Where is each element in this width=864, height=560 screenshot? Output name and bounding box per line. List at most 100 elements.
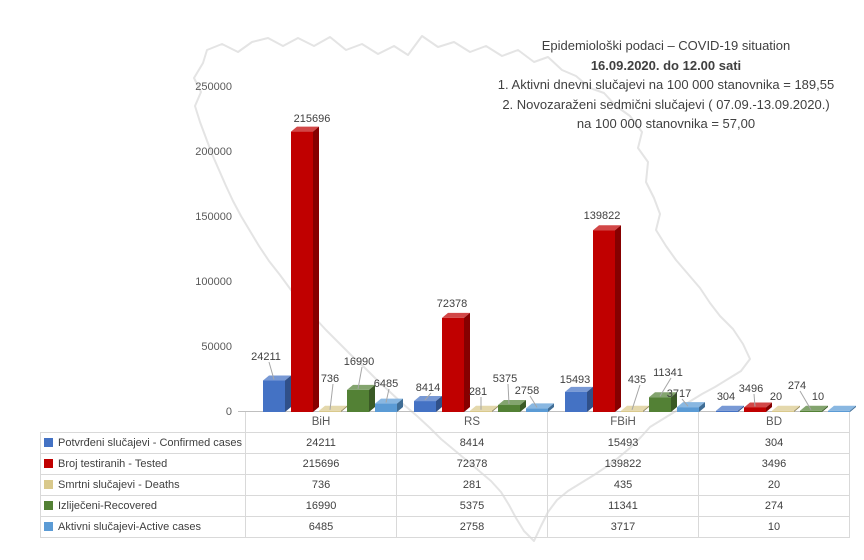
bar-bd-s1: [744, 407, 766, 412]
data-label-leader-line: [385, 388, 390, 403]
table-row-tested: Broj testiranih - Tested 215696 72378 13…: [39, 453, 851, 475]
cell-deaths-rs: 281: [396, 474, 549, 496]
confirmed-legend-swatch: [44, 438, 53, 447]
table-row-confirmed: Potvrđeni slučajevi - Confirmed cases 24…: [39, 432, 851, 454]
cell-deaths-bd: 20: [698, 474, 851, 496]
bar-rs-s4: [526, 408, 548, 412]
table-corner-blank: [40, 412, 247, 433]
data-label-bih-s0: 24211: [251, 351, 281, 363]
cell-recovered-bd: 274: [698, 495, 851, 517]
data-label-fbih-s1: 139822: [584, 210, 621, 222]
cell-recovered-rs: 5375: [396, 495, 549, 517]
chart-note-weekly-rate-cont: na 100 000 stanovnika = 57,00: [576, 116, 756, 131]
y-axis-tick-label: 150000: [195, 211, 232, 223]
bar-bih-s2-side: [341, 405, 347, 412]
chart-note-active-rate: 1. Aktivni dnevni slučajevi na 100 000 s…: [497, 77, 835, 92]
series-label-cell: Smrtni slučajevi - Deaths: [39, 474, 247, 496]
series-label: Potvrđeni slučajevi - Confirmed cases: [58, 437, 243, 449]
chart-subtitle-date: 16.09.2020. do 12.00 sati: [590, 57, 742, 73]
data-label-leader-line: [659, 377, 672, 397]
data-label-leader-line: [799, 390, 812, 411]
chart-note-weekly-rate: 2. Novozaraženi sedmični slučajevi ( 07.…: [502, 96, 830, 112]
bar-fbih-s2-side: [643, 405, 649, 412]
category-header-bih: BiH: [245, 412, 398, 433]
bar-rs-s3-side: [520, 400, 526, 412]
bar-rs-s3-top: [498, 400, 526, 406]
bar-rs-s2: [470, 410, 492, 412]
table-header-row: BiH RS FBiH BD: [40, 412, 851, 433]
data-label-rs-s2: 281: [469, 386, 487, 398]
cell-active-bd: 10: [698, 516, 851, 538]
bar-bih-s4: [375, 403, 397, 412]
bar-rs-s0-top: [414, 396, 442, 402]
y-axis-tick-label: 200000: [195, 146, 232, 158]
data-label-bd-s0: 304: [717, 391, 735, 403]
data-label-rs-s4: 2758: [515, 385, 539, 397]
cell-tested-fbih: 139822: [547, 453, 700, 475]
bar-bd-s0-top: [716, 405, 744, 411]
series-label: Aktivni slučajevi-Active cases: [58, 521, 202, 533]
cell-deaths-fbih: 435: [547, 474, 700, 496]
data-label-leader-line: [631, 384, 641, 410]
bar-fbih-s2-top: [621, 405, 649, 411]
bar-fbih-s3-top: [649, 392, 677, 398]
series-label-cell: Broj testiranih - Tested: [39, 453, 247, 475]
data-label-bd-s1: 3496: [739, 383, 763, 395]
bar-bih-s4-top: [375, 398, 403, 404]
data-label-bih-s1: 215696: [294, 113, 331, 125]
bar-bd-s3-side: [822, 405, 828, 412]
data-label-fbih-s3: 11341: [653, 367, 683, 379]
y-axis-tick-label: 250000: [195, 81, 232, 93]
recovered-legend-swatch: [44, 501, 53, 510]
table-row-deaths: Smrtni slučajevi - Deaths 736 281 435 20: [39, 474, 851, 496]
active-legend-swatch: [44, 522, 53, 531]
category-header-rs: RS: [396, 412, 549, 433]
bar-rs-s2-side: [492, 405, 498, 412]
bar-rs-s1-top: [442, 312, 470, 318]
bar-bih-s3-top: [347, 384, 375, 390]
data-label-leader-line: [357, 366, 363, 390]
bar-fbih-s3-side: [671, 392, 677, 412]
bar-bd-s4: [828, 410, 850, 412]
bar-rs-s1: [442, 317, 464, 412]
cell-tested-bih: 215696: [245, 453, 398, 475]
cell-active-fbih: 3717: [547, 516, 700, 538]
data-label-leader-line: [329, 383, 334, 410]
cell-confirmed-bih: 24211: [245, 432, 398, 454]
deaths-legend-swatch: [44, 480, 53, 489]
bar-bih-s2: [319, 410, 341, 412]
series-label-cell: Aktivni slučajevi-Active cases: [39, 516, 247, 538]
data-label-leader-line: [424, 392, 432, 401]
bar-fbih-s4-top: [677, 402, 705, 408]
data-label-bd-s4: 10: [812, 391, 824, 403]
table-row-active: Aktivni slučajevi-Active cases 6485 2758…: [39, 516, 851, 538]
bar-bd-s1-top: [744, 402, 772, 408]
data-label-fbih-s0: 15493: [560, 374, 591, 386]
bar-rs-s1-side: [464, 312, 470, 412]
data-label-rs-s0: 8414: [416, 382, 440, 394]
bar-bd-s0: [716, 410, 738, 412]
series-label-cell: Potvrđeni slučajevi - Confirmed cases: [39, 432, 247, 454]
bar-rs-s2-top: [470, 405, 498, 411]
data-label-leader-line: [268, 361, 275, 380]
bar-bd-s1-side: [766, 402, 772, 412]
bar-bd-s4-side: [850, 405, 856, 412]
bar-bd-s2: [772, 410, 794, 412]
data-label-bih-s2: 736: [321, 373, 339, 385]
cell-confirmed-rs: 8414: [396, 432, 549, 454]
series-label: Broj testiranih - Tested: [58, 458, 168, 470]
bar-fbih-s4-side: [699, 402, 705, 412]
bar-bih-s0: [263, 380, 285, 412]
data-label-fbih-s4: 3717: [667, 388, 691, 400]
data-label-leader-line: [507, 383, 510, 405]
y-axis-tick-label: 50000: [201, 341, 232, 353]
cell-tested-bd: 3496: [698, 453, 851, 475]
data-label-leader-line: [529, 395, 538, 408]
category-header-bd: BD: [698, 412, 851, 433]
data-label-bd-s2: 20: [770, 391, 782, 403]
y-axis-tick-label: 100000: [195, 276, 232, 288]
bar-bih-s1-top: [291, 126, 319, 132]
bar-fbih-s2: [621, 410, 643, 412]
cell-deaths-bih: 736: [245, 474, 398, 496]
